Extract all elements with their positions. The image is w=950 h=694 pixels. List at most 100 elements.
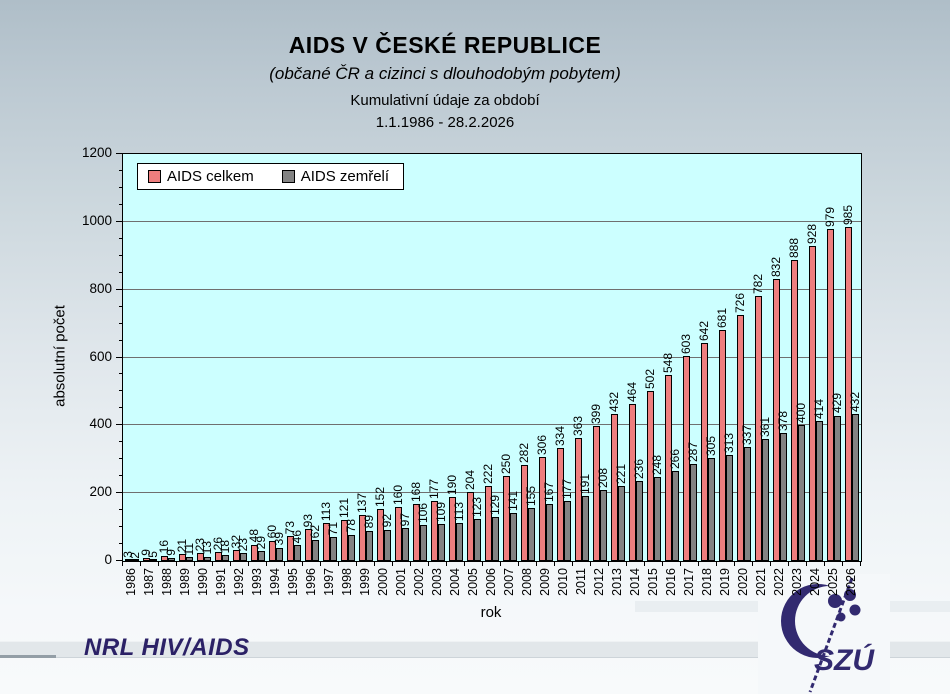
bar-aids-zem-el--2020 [744,446,752,561]
bar-value-label: 603 [678,334,693,355]
x-tick-label-2009: 2009 [537,568,552,596]
bar-aids-celkem-1991 [214,552,222,561]
bar-aids-celkem-1994 [268,540,276,561]
decorative-edge [0,655,56,658]
bar-value-label: 190 [444,474,459,495]
y-minor-tick-mark [119,509,122,511]
bar-value-label: 400 [794,403,809,424]
bar-aids-celkem-1992 [232,550,240,561]
bar-value-label: 337 [740,424,755,445]
x-tick-mark [572,561,573,566]
bar-aids-zem-el--2001 [402,528,410,561]
x-tick-label-1988: 1988 [159,568,174,596]
x-tick-label-2017: 2017 [681,568,696,596]
szu-comma-icon [781,584,830,658]
plot-area: 3 2 9 5 16 9 21 11 23 13 26 18 32 23 48 29 60 39 73 46 93 62 1… [121,153,863,562]
bar-value-label: 248 [650,454,665,475]
y-tick-mark [116,220,122,222]
x-tick-mark [842,561,843,566]
x-tick-label-2019: 2019 [717,568,732,596]
bar-value-label: 266 [668,448,683,469]
bar-value-label: 106 [416,503,431,524]
x-tick-mark [122,561,123,566]
bar-value-label: 681 [714,308,729,329]
bar-value-label: 177 [426,478,441,499]
x-tick-label-1986: 1986 [123,568,138,596]
bar-value-label: 137 [354,492,369,513]
x-tick-mark [230,561,231,566]
x-tick-label-2010: 2010 [555,568,570,596]
x-tick-label-1994: 1994 [267,568,282,596]
szu-logo-text: SZÚ [814,643,875,677]
bar-aids-celkem-2022 [772,278,780,561]
bar-aids-zem-el--2002 [420,525,428,561]
gridline [123,356,861,358]
bar-value-label: 306 [534,435,549,456]
bar-aids-zem-el--2024 [816,420,824,561]
bar-value-label: 109 [434,502,449,523]
x-tick-label-2020: 2020 [735,568,750,596]
bar-aids-celkem-2025 [826,228,834,561]
bar-aids-zem-el--1987 [150,559,158,561]
x-tick-label-2011: 2011 [573,568,588,595]
bar-value-label: 399 [588,403,603,424]
x-tick-mark [248,561,249,566]
period-label: Kumulativní údaje za období [350,92,540,109]
bar-aids-celkem-2026 [844,226,852,561]
y-tick-mark [116,356,122,358]
x-tick-label-1992: 1992 [231,568,246,596]
bar-value-label: 334 [552,425,567,446]
bar-value-label: 429 [830,393,845,414]
y-minor-tick-mark [119,543,122,545]
period-range: 1.1.1986 - 28.2.2026 [375,114,515,131]
bar-aids-celkem-2023 [790,259,798,561]
x-tick-mark [680,561,681,566]
bar-value-label: 71 [326,521,341,535]
x-tick-label-2021: 2021 [753,568,768,596]
x-tick-mark [356,561,357,566]
bar-value-label: 282 [516,443,531,464]
bar-value-label: 432 [606,392,621,413]
x-tick-label-2001: 2001 [393,568,408,596]
bar-aids-celkem-2012 [592,425,600,561]
bar-value-label: 361 [758,416,773,437]
bar-aids-zem-el--2012 [600,490,608,561]
y-minor-tick-mark [119,271,122,273]
bar-aids-celkem-1998 [340,519,348,561]
bar-aids-zem-el--1994 [276,547,284,561]
x-tick-mark [446,561,447,566]
bar-value-label: 313 [722,432,737,453]
bar-aids-zem-el--2018 [708,457,716,561]
x-tick-mark [194,561,195,566]
chart-legend: AIDS celkem AIDS zemřelí [137,163,405,190]
bar-aids-celkem-1995 [286,536,294,561]
bar-aids-zem-el--2007 [510,513,518,561]
y-tick-label: 600 [89,348,112,364]
bar-aids-celkem-2018 [700,343,708,561]
bar-aids-zem-el--2016 [672,470,680,561]
x-tick-label-2024: 2024 [807,568,822,596]
legend-item-aids-zemreli: AIDS zemřelí [281,168,389,185]
bar-aids-zem-el--1989 [186,557,194,561]
y-minor-tick-mark [119,373,122,375]
x-tick-label-1993: 1993 [249,568,264,596]
x-tick-label-2025: 2025 [825,568,840,596]
x-tick-mark [824,561,825,566]
bar-value-label: 432 [848,392,863,413]
bar-aids-zem-el--2009 [546,504,554,561]
y-minor-tick-mark [119,186,122,188]
x-tick-label-2000: 2000 [375,568,390,596]
y-tick-mark [116,153,122,154]
bar-aids-zem-el--2000 [384,529,392,561]
bar-aids-zem-el--2006 [492,517,500,561]
bar-aids-celkem-2008 [520,465,528,561]
x-tick-mark [320,561,321,566]
bar-value-label: 92 [380,514,395,528]
page-subtitle: (občané ČR a cizinci s dlouhodobým pobyt… [269,64,621,83]
bar-aids-celkem-2007 [502,476,510,561]
x-tick-label-2014: 2014 [627,568,642,596]
y-tick-mark [116,288,122,290]
x-tick-label-2012: 2012 [591,568,606,596]
bar-value-label: 726 [732,292,747,313]
